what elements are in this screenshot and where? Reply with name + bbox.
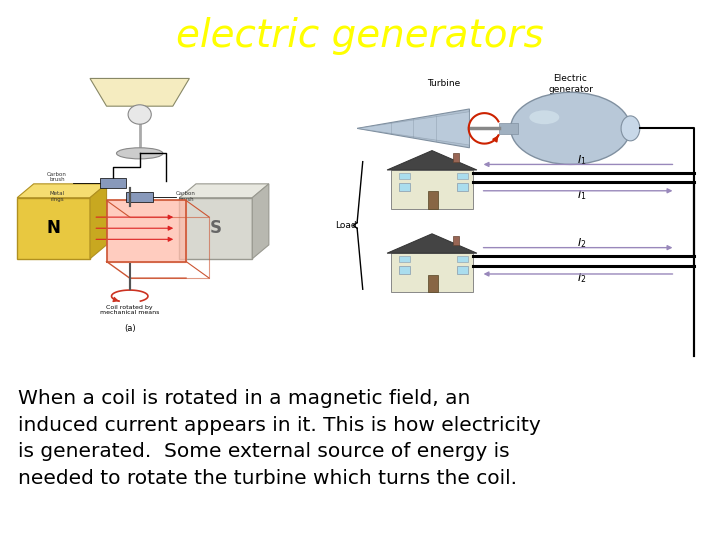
Text: $I_2$: $I_2$ bbox=[577, 271, 587, 285]
Polygon shape bbox=[387, 151, 477, 170]
Bar bbox=[399, 256, 410, 262]
Ellipse shape bbox=[529, 110, 559, 124]
Text: When a coil is rotated in a magnetic field, an
induced current appears in it. Th: When a coil is rotated in a magnetic fie… bbox=[18, 389, 541, 488]
Text: Load: Load bbox=[335, 221, 356, 230]
Bar bbox=[457, 173, 468, 179]
Text: Coil rotated by
mechanical means: Coil rotated by mechanical means bbox=[100, 305, 159, 315]
Polygon shape bbox=[90, 78, 189, 106]
Bar bbox=[100, 178, 127, 188]
Bar bbox=[399, 183, 410, 191]
Text: Electric
generator: Electric generator bbox=[548, 75, 593, 94]
Text: $I_2$: $I_2$ bbox=[577, 237, 587, 251]
Bar bbox=[17, 198, 90, 259]
Bar bbox=[127, 192, 153, 202]
Text: S: S bbox=[210, 219, 222, 237]
Bar bbox=[457, 183, 468, 191]
Bar bbox=[453, 152, 459, 162]
Bar bbox=[453, 236, 459, 245]
Text: Carbon
brush: Carbon brush bbox=[176, 191, 196, 202]
Bar bbox=[179, 198, 252, 259]
Bar bbox=[500, 123, 518, 134]
Polygon shape bbox=[387, 234, 477, 253]
Bar bbox=[457, 256, 468, 262]
Polygon shape bbox=[107, 200, 186, 261]
Text: (a): (a) bbox=[124, 323, 135, 333]
Bar bbox=[391, 253, 473, 292]
Circle shape bbox=[128, 105, 151, 124]
Bar bbox=[391, 170, 473, 209]
Ellipse shape bbox=[510, 92, 631, 164]
Ellipse shape bbox=[117, 148, 163, 159]
Polygon shape bbox=[357, 109, 469, 148]
Text: electric generators: electric generators bbox=[176, 17, 544, 56]
Text: Carbon
brush: Carbon brush bbox=[47, 172, 67, 183]
Polygon shape bbox=[179, 184, 269, 198]
Bar bbox=[457, 266, 468, 274]
Text: $I_1$: $I_1$ bbox=[577, 188, 587, 202]
Text: $I_1$: $I_1$ bbox=[577, 153, 587, 167]
Bar bbox=[428, 191, 438, 209]
Text: Metal
rings: Metal rings bbox=[49, 191, 65, 202]
Polygon shape bbox=[90, 184, 107, 259]
Text: Turbine: Turbine bbox=[427, 79, 460, 89]
Ellipse shape bbox=[621, 116, 640, 141]
Polygon shape bbox=[17, 184, 107, 198]
Bar bbox=[399, 266, 410, 274]
Bar bbox=[399, 173, 410, 179]
Bar bbox=[428, 274, 438, 292]
Text: N: N bbox=[47, 219, 60, 237]
Polygon shape bbox=[252, 184, 269, 259]
Polygon shape bbox=[357, 112, 469, 145]
